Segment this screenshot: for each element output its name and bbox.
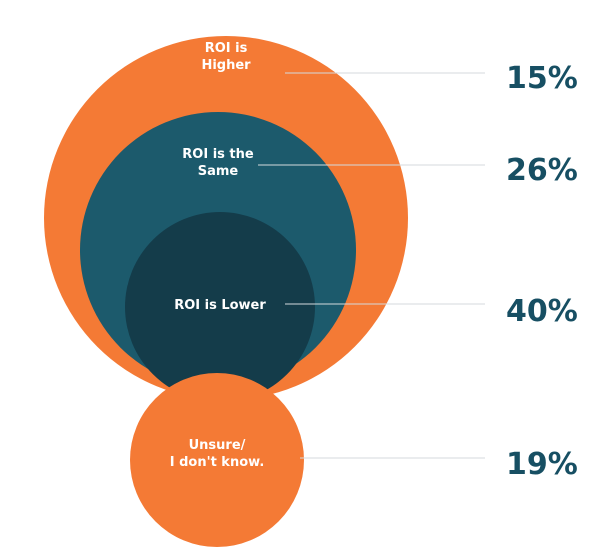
value-label-roi-same: 26% (506, 153, 578, 188)
bubble-unsure (130, 373, 304, 547)
bubble-layer (44, 36, 408, 547)
category-label-unsure: Unsure/I don't know. (170, 438, 265, 470)
label-layer: ROI is Higher 15% ROI is the Same 26% ROI is L… (170, 41, 578, 482)
category-label-roi-lower: ROI is Lower (174, 298, 266, 313)
leader-line-layer (258, 72, 485, 459)
category-label-roi-higher: ROI is Higher (201, 41, 251, 73)
value-label-roi-higher: 15% (506, 61, 578, 96)
value-label-roi-lower: 40% (506, 294, 578, 329)
bubble-roi-lower (125, 212, 315, 402)
category-label-roi-same: ROI is the Same (182, 147, 254, 179)
value-label-unsure: 19% (506, 447, 578, 482)
